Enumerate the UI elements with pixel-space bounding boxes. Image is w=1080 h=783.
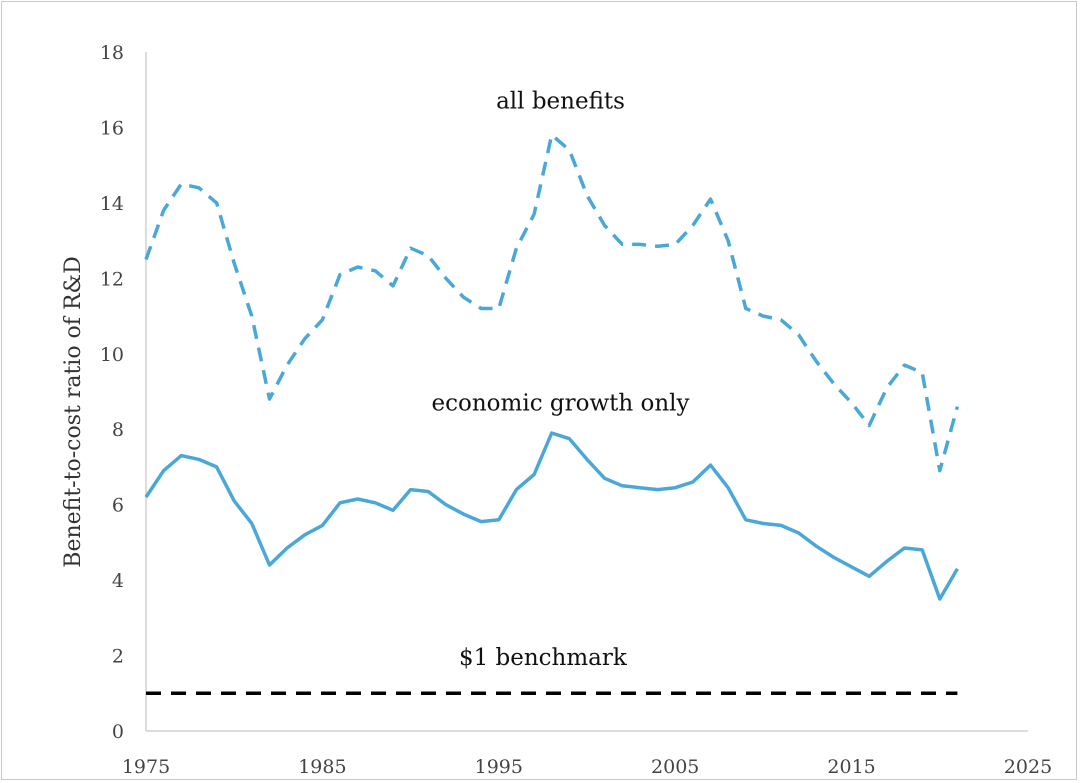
y-tick-label: 2 bbox=[112, 646, 124, 668]
annotations: all benefits economic growth only $1 bench… bbox=[432, 89, 690, 671]
series-group bbox=[144, 133, 960, 696]
annotation-label: all benefits bbox=[496, 89, 625, 115]
y-tick-label: 14 bbox=[100, 193, 124, 215]
y-tick-label: 12 bbox=[100, 268, 124, 290]
x-tick-label: 1975 bbox=[122, 756, 170, 778]
y-tick-label: 6 bbox=[112, 495, 124, 517]
axes: 0 2 4 6 8 10 12 14 16 18 1975 1985 1995 2005 2015 2025 bbox=[100, 42, 1052, 778]
series-line-all-benefits bbox=[144, 133, 960, 473]
series-line-economic-growth-only bbox=[144, 431, 959, 601]
y-tick-label: 0 bbox=[112, 721, 124, 743]
x-tick-label: 2025 bbox=[1004, 756, 1052, 778]
y-tick-label: 16 bbox=[100, 117, 124, 139]
y-tick-label: 8 bbox=[112, 419, 124, 441]
annotation-label: $1 benchmark bbox=[459, 645, 628, 671]
y-tick-label: 4 bbox=[112, 570, 124, 592]
x-tick-label: 1985 bbox=[298, 756, 346, 778]
y-axis-label: Benefit-to-cost ratio of R&D bbox=[61, 256, 86, 567]
x-tick-label: 2015 bbox=[827, 756, 875, 778]
x-tick-label: 2005 bbox=[651, 756, 699, 778]
annotation-label: economic growth only bbox=[432, 390, 690, 416]
y-tick-label: 10 bbox=[100, 344, 124, 366]
x-tick-label: 1995 bbox=[475, 756, 523, 778]
y-tick-label: 18 bbox=[100, 42, 124, 64]
